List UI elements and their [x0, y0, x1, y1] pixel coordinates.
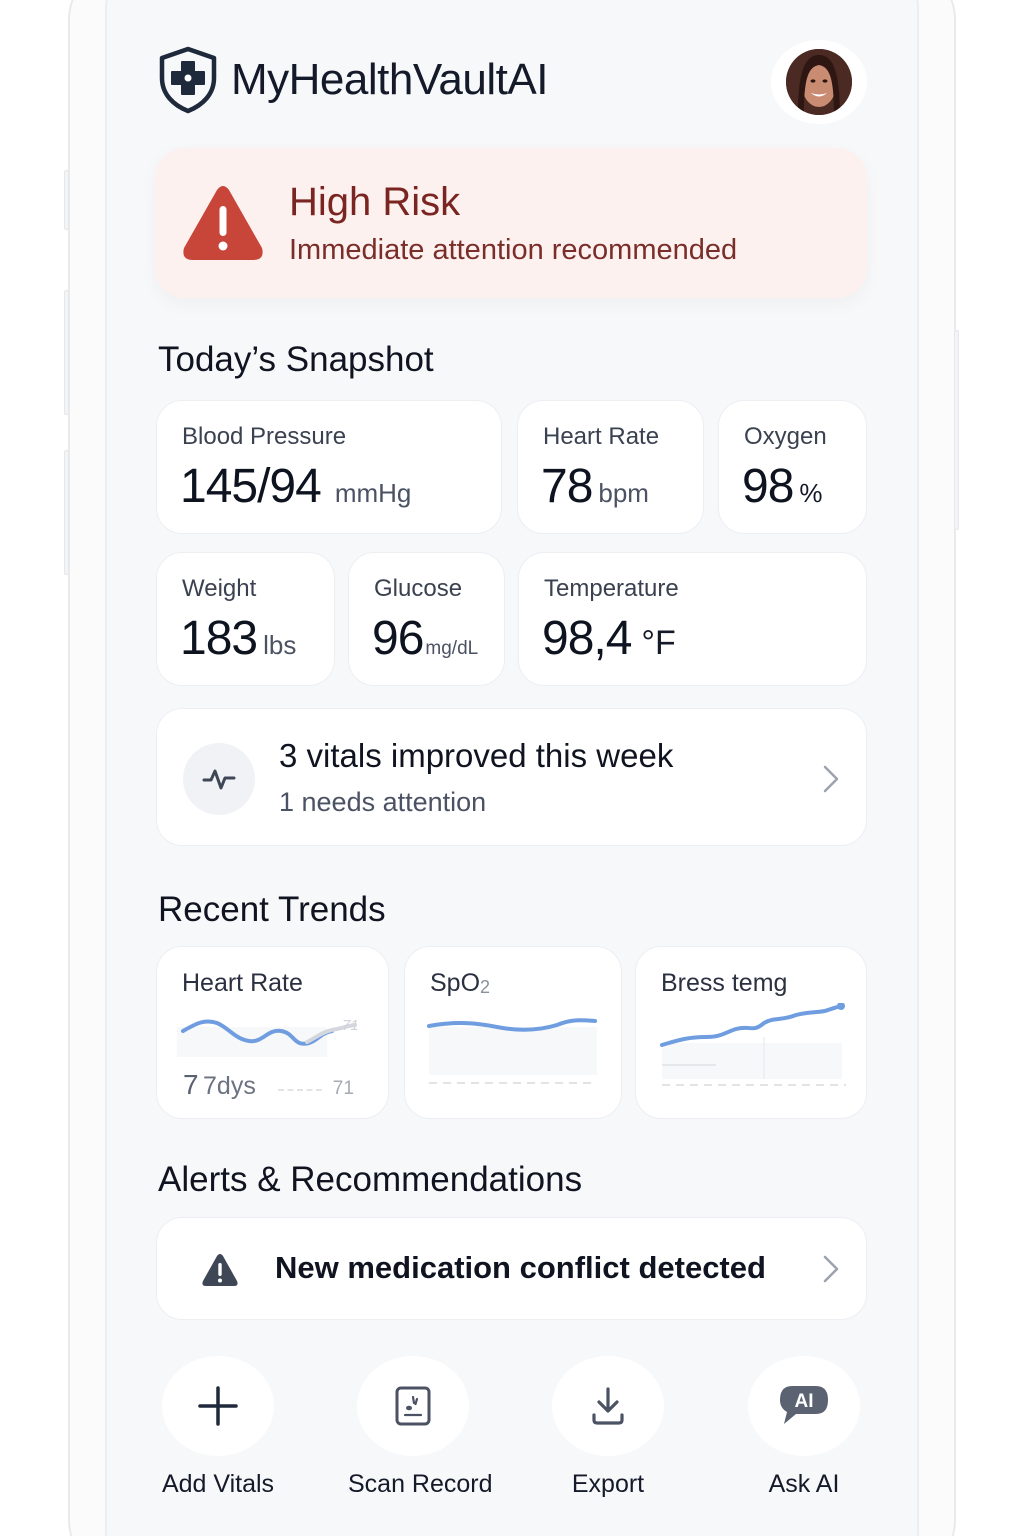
trend-title: Bress temg — [661, 969, 788, 997]
vitals-summary-card[interactable]: 3 vitals improved this week 1 needs atte… — [156, 708, 867, 846]
warning-triangle-icon — [202, 1254, 238, 1286]
pulse-icon — [183, 743, 255, 815]
trend-title: Heart Rate — [182, 969, 303, 997]
vital-card-heart-rate[interactable]: Heart Rate 78 bpm — [517, 400, 704, 534]
vital-label: Glucose — [374, 575, 463, 602]
vital-card-weight[interactable]: Weight 183 lbs — [156, 552, 335, 686]
download-icon — [592, 1387, 624, 1425]
device-volume-button — [64, 450, 69, 575]
scan-record-button[interactable]: Scan Record — [348, 1356, 493, 1499]
summary-subtitle: 1 needs attention — [279, 787, 487, 817]
export-button[interactable]: Export — [543, 1356, 673, 1499]
heart-rate-sparkline: 71 — [177, 1017, 359, 1057]
avatar — [786, 49, 852, 115]
vital-label: Oxygen — [744, 423, 827, 450]
vital-unit: % — [799, 478, 823, 508]
vital-unit: °F — [641, 624, 676, 662]
vital-card-glucose[interactable]: Glucose 96 mg/dL — [348, 552, 505, 686]
section-title-trends: Recent Trends — [158, 890, 386, 929]
vital-card-blood-pressure[interactable]: Blood Pressure 145/94 mmHg — [156, 400, 502, 534]
risk-banner[interactable]: High Risk Immediate attention recommende… — [155, 148, 867, 298]
action-label: Ask AI — [768, 1470, 840, 1498]
device-side-button — [64, 170, 69, 230]
device-volume-button — [64, 290, 69, 415]
vital-label: Heart Rate — [543, 423, 660, 450]
alert-item-medication-conflict[interactable]: New medication conflict detected — [156, 1217, 867, 1320]
summary-title: 3 vitals improved this week — [279, 737, 674, 774]
vital-value: 183 — [180, 612, 258, 665]
vital-unit: mg/dL — [425, 638, 479, 659]
add-vitals-button[interactable]: Add Vitals — [153, 1356, 283, 1499]
shield-medical-cross-icon — [159, 46, 217, 114]
device-power-button — [954, 330, 959, 530]
app-header: MyHealthVaultAI — [157, 40, 867, 124]
action-label: Export — [571, 1470, 645, 1498]
trend-card-heart-rate[interactable]: Heart Rate 71 7 7dys 71 — [156, 946, 389, 1119]
alert-text: New medication conflict detected — [275, 1250, 766, 1285]
risk-subtitle: Immediate attention recommended — [289, 234, 738, 266]
vital-unit: bpm — [598, 478, 649, 508]
profile-avatar-button[interactable] — [771, 40, 867, 124]
trend-title: SpO2 — [430, 969, 491, 997]
action-label: Add Vitals — [161, 1470, 275, 1498]
chevron-right-icon — [823, 765, 839, 793]
vital-card-oxygen[interactable]: Oxygen 98% — [718, 400, 867, 534]
vital-card-temperature[interactable]: Temperature 98,4 °F — [518, 552, 867, 686]
vital-label: Temperature — [544, 575, 679, 602]
trend-card-pressure-temp[interactable]: Bress temg — [635, 946, 867, 1119]
chevron-right-icon — [823, 1255, 839, 1283]
spo2-sparkline — [427, 1018, 597, 1084]
vital-unit: mmHg — [334, 478, 412, 508]
section-title-alerts: Alerts & Recommendations — [158, 1160, 583, 1199]
svg-text:71: 71 — [342, 1017, 359, 1034]
section-title-snapshot: Today’s Snapshot — [158, 340, 434, 379]
vital-unit: lbs — [263, 630, 297, 660]
app-screen: MyHealthVaultAI High Risk Immediate atte… — [107, 0, 917, 1536]
vital-label: Weight — [182, 575, 257, 602]
vital-value: 78 — [541, 460, 593, 513]
app-title: MyHealthVaultAI — [231, 55, 548, 104]
ask-ai-button[interactable]: AI Ask AI — [739, 1356, 869, 1499]
vital-value: 145/94 — [180, 460, 322, 513]
svg-text:AI: AI — [795, 1391, 814, 1412]
vital-value: 98 — [742, 460, 794, 513]
trend-footer: 7 7dys 71 — [183, 1069, 354, 1100]
trend-card-spo2[interactable]: SpO2 — [404, 946, 622, 1119]
warning-triangle-icon — [183, 186, 263, 260]
risk-title: High Risk — [289, 180, 461, 224]
plus-icon — [198, 1386, 238, 1426]
pressure-temp-sparkline — [660, 1003, 846, 1086]
scan-document-icon — [395, 1386, 431, 1426]
vital-label: Blood Pressure — [182, 423, 347, 450]
ai-chat-bubble-icon: AI — [780, 1386, 828, 1424]
vital-value: 98,4 — [542, 612, 632, 665]
vital-value: 96 — [372, 612, 424, 665]
action-label: Scan Record — [348, 1470, 493, 1498]
